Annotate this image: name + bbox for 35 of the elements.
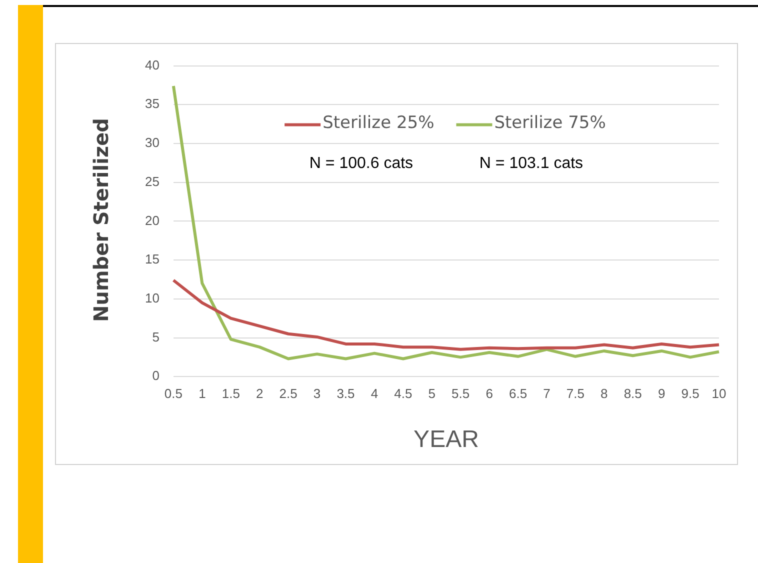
x-tick-label: 2.5	[279, 386, 298, 401]
y-tick-label: 5	[152, 329, 160, 344]
x-tick-label: 8.5	[624, 386, 642, 401]
x-tick-label: 0.5	[164, 386, 182, 401]
x-tick-label: 6	[486, 386, 493, 401]
annotation: N = 103.1 cats	[479, 155, 584, 172]
y-tick-label: 15	[144, 252, 160, 267]
x-tick-label: 4	[370, 386, 378, 401]
x-tick-label: 8	[600, 386, 608, 401]
x-tick-label: 5.5	[452, 386, 470, 401]
y-tick-label: 0	[152, 368, 160, 384]
x-tick-label: 1	[198, 386, 206, 401]
x-tick-label: 9	[658, 386, 666, 401]
x-tick-label: 3	[313, 386, 321, 401]
legend-label: Sterilize 25%	[322, 113, 434, 134]
y-tick-label: 25	[144, 174, 160, 189]
x-tick-label: 9.5	[681, 386, 700, 401]
y-tick-label: 20	[144, 212, 160, 228]
y-tick-label: 35	[144, 96, 160, 112]
x-tick-label: 4.5	[394, 386, 412, 401]
y-tick-label: 40	[144, 57, 160, 72]
x-tick-label: 2	[256, 386, 264, 401]
y-axis-title: Number Sterilized	[89, 118, 113, 322]
y-tick-label: 30	[144, 135, 160, 150]
annotation: N = 100.6 cats	[309, 155, 414, 172]
x-tick-label: 7	[543, 386, 550, 401]
x-tick-label: 7.5	[566, 386, 584, 401]
y-tick-label: 10	[144, 290, 160, 306]
x-axis-title: YEAR	[414, 426, 479, 454]
x-tick-label: 6.5	[508, 386, 528, 401]
x-tick-label: 1.5	[222, 386, 240, 401]
x-tick-label: 10	[712, 386, 726, 401]
x-tick-label: 3.5	[336, 386, 355, 401]
legend-label: Sterilize 75%	[494, 113, 606, 134]
x-tick-label: 5	[428, 386, 436, 401]
